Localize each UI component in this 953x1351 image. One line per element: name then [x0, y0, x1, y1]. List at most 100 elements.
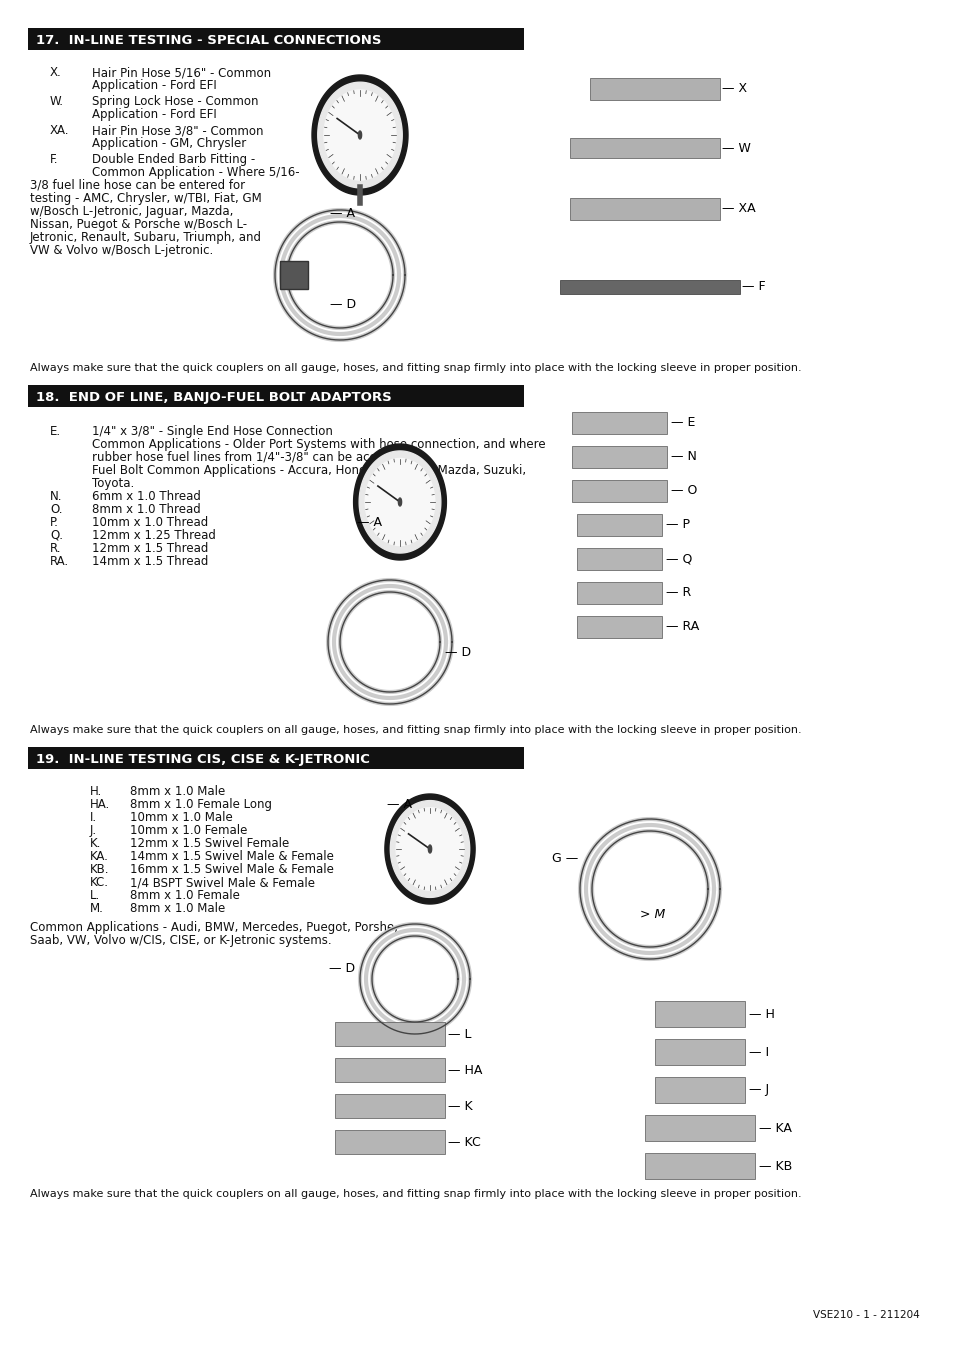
- Text: E.: E.: [50, 426, 61, 438]
- Bar: [335, 1129, 444, 1154]
- Text: W.: W.: [50, 95, 64, 108]
- Text: Application - Ford EFI: Application - Ford EFI: [91, 78, 216, 92]
- Text: Spring Lock Hose - Common: Spring Lock Hose - Common: [91, 95, 258, 108]
- Text: — HA: — HA: [448, 1063, 482, 1077]
- Polygon shape: [358, 451, 440, 553]
- Text: — Q: — Q: [666, 553, 692, 566]
- Text: > M: > M: [639, 908, 664, 920]
- Polygon shape: [428, 844, 431, 852]
- Text: 12mm x 1.5 Swivel Female: 12mm x 1.5 Swivel Female: [130, 838, 289, 850]
- Text: I.: I.: [90, 811, 97, 824]
- Polygon shape: [365, 458, 435, 546]
- Bar: [28, 28, 523, 50]
- Polygon shape: [384, 794, 475, 904]
- Text: 10mm x 1.0 Male: 10mm x 1.0 Male: [130, 811, 233, 824]
- Text: H.: H.: [90, 785, 102, 798]
- Bar: [644, 1152, 754, 1179]
- Text: Common Applications - Audi, BMW, Mercedes, Puegot, Porshe,: Common Applications - Audi, BMW, Mercede…: [30, 921, 397, 934]
- Text: 1/4 BSPT Swivel Male & Female: 1/4 BSPT Swivel Male & Female: [130, 875, 314, 889]
- Bar: [335, 1094, 444, 1119]
- Text: 10mm x 1.0 Female: 10mm x 1.0 Female: [130, 824, 247, 838]
- Bar: [280, 261, 308, 289]
- Text: F.: F.: [50, 153, 58, 166]
- Bar: [569, 199, 720, 220]
- Bar: [644, 1115, 754, 1142]
- Text: 10mm x 1.0 Thread: 10mm x 1.0 Thread: [91, 516, 208, 530]
- Text: Common Application - Where 5/16-: Common Application - Where 5/16-: [91, 166, 299, 178]
- Text: 12mm x 1.5 Thread: 12mm x 1.5 Thread: [91, 542, 208, 555]
- Polygon shape: [312, 76, 408, 195]
- Text: — A: — A: [356, 516, 381, 528]
- Text: 8mm x 1.0 Female Long: 8mm x 1.0 Female Long: [130, 798, 272, 811]
- Text: Toyota.: Toyota.: [91, 477, 134, 490]
- Bar: [28, 747, 523, 769]
- Bar: [28, 385, 523, 407]
- Bar: [572, 412, 667, 434]
- Text: 18.  END OF LINE, BANJO-FUEL BOLT ADAPTORS: 18. END OF LINE, BANJO-FUEL BOLT ADAPTOR…: [36, 390, 392, 404]
- Text: HA.: HA.: [90, 798, 111, 811]
- Text: RA.: RA.: [50, 555, 69, 567]
- Text: L.: L.: [90, 889, 100, 902]
- Text: Fuel Bolt Common Applications - Accura, Honda, Hyundai, Mazda, Suzuki,: Fuel Bolt Common Applications - Accura, …: [91, 463, 525, 477]
- Text: Q.: Q.: [50, 530, 63, 542]
- Text: — RA: — RA: [666, 620, 699, 634]
- Text: Application - GM, Chrysler: Application - GM, Chrysler: [91, 136, 246, 150]
- Text: — H: — H: [748, 1008, 774, 1020]
- Bar: [655, 1039, 744, 1065]
- Text: 8mm x 1.0 Thread: 8mm x 1.0 Thread: [91, 503, 200, 516]
- Bar: [335, 1058, 444, 1082]
- Text: — A: — A: [387, 797, 412, 811]
- Bar: [559, 280, 740, 295]
- Text: 8mm x 1.0 Male: 8mm x 1.0 Male: [130, 902, 225, 915]
- Text: w/Bosch L-Jetronic, Jaguar, Mazda,: w/Bosch L-Jetronic, Jaguar, Mazda,: [30, 205, 233, 218]
- Text: 12mm x 1.25 Thread: 12mm x 1.25 Thread: [91, 530, 215, 542]
- Text: R.: R.: [50, 542, 61, 555]
- Text: Saab, VW, Volvo w/CIS, CISE, or K-Jetronic systems.: Saab, VW, Volvo w/CIS, CISE, or K-Jetron…: [30, 934, 332, 947]
- Text: P.: P.: [50, 516, 59, 530]
- Text: — D: — D: [444, 646, 471, 658]
- Text: 19.  IN-LINE TESTING CIS, CISE & K-JETRONIC: 19. IN-LINE TESTING CIS, CISE & K-JETRON…: [36, 753, 370, 766]
- Text: — F: — F: [741, 281, 765, 293]
- Text: Double Ended Barb Fitting -: Double Ended Barb Fitting -: [91, 153, 255, 166]
- Bar: [589, 78, 720, 100]
- Text: 3/8 fuel line hose can be entered for: 3/8 fuel line hose can be entered for: [30, 178, 245, 192]
- Bar: [335, 1021, 444, 1046]
- Polygon shape: [317, 82, 402, 188]
- Polygon shape: [354, 444, 446, 561]
- Text: — O: — O: [671, 485, 698, 497]
- Text: 17.  IN-LINE TESTING - SPECIAL CONNECTIONS: 17. IN-LINE TESTING - SPECIAL CONNECTION…: [36, 34, 381, 46]
- Text: — X: — X: [721, 82, 746, 96]
- Text: 14mm x 1.5 Thread: 14mm x 1.5 Thread: [91, 555, 208, 567]
- Bar: [577, 513, 661, 536]
- Polygon shape: [395, 808, 463, 890]
- Text: — P: — P: [666, 519, 690, 531]
- Text: O.: O.: [50, 503, 63, 516]
- Text: K.: K.: [90, 838, 101, 850]
- Bar: [577, 582, 661, 604]
- Text: G —: G —: [551, 852, 578, 866]
- Text: — KC: — KC: [448, 1135, 480, 1148]
- Text: — D: — D: [330, 299, 355, 312]
- Text: — W: — W: [721, 142, 750, 154]
- Polygon shape: [358, 131, 361, 139]
- Bar: [577, 616, 661, 638]
- Text: 8mm x 1.0 Female: 8mm x 1.0 Female: [130, 889, 239, 902]
- Text: rubber hose fuel lines from 1/4"-3/8" can be accessed.: rubber hose fuel lines from 1/4"-3/8" ca…: [91, 451, 414, 463]
- Text: testing - AMC, Chrysler, w/TBI, Fiat, GM: testing - AMC, Chrysler, w/TBI, Fiat, GM: [30, 192, 261, 205]
- Bar: [655, 1077, 744, 1102]
- Text: X.: X.: [50, 66, 62, 78]
- Text: KC.: KC.: [90, 875, 109, 889]
- Text: — R: — R: [666, 586, 691, 600]
- Text: — E: — E: [671, 416, 695, 430]
- Text: Always make sure that the quick couplers on all gauge, hoses, and fitting snap f: Always make sure that the quick couplers…: [30, 1189, 801, 1198]
- Text: Application - Ford EFI: Application - Ford EFI: [91, 108, 216, 122]
- Text: 16mm x 1.5 Swivel Male & Female: 16mm x 1.5 Swivel Male & Female: [130, 863, 334, 875]
- Polygon shape: [324, 91, 395, 180]
- Text: 6mm x 1.0 Thread: 6mm x 1.0 Thread: [91, 490, 201, 503]
- Text: Hair Pin Hose 3/8" - Common: Hair Pin Hose 3/8" - Common: [91, 124, 263, 136]
- Text: VSE210 - 1 - 211204: VSE210 - 1 - 211204: [812, 1310, 919, 1320]
- Text: Jetronic, Renault, Subaru, Triumph, and: Jetronic, Renault, Subaru, Triumph, and: [30, 231, 262, 245]
- Text: Always make sure that the quick couplers on all gauge, hoses, and fitting snap f: Always make sure that the quick couplers…: [30, 363, 801, 373]
- Bar: [572, 480, 667, 503]
- Text: N.: N.: [50, 490, 63, 503]
